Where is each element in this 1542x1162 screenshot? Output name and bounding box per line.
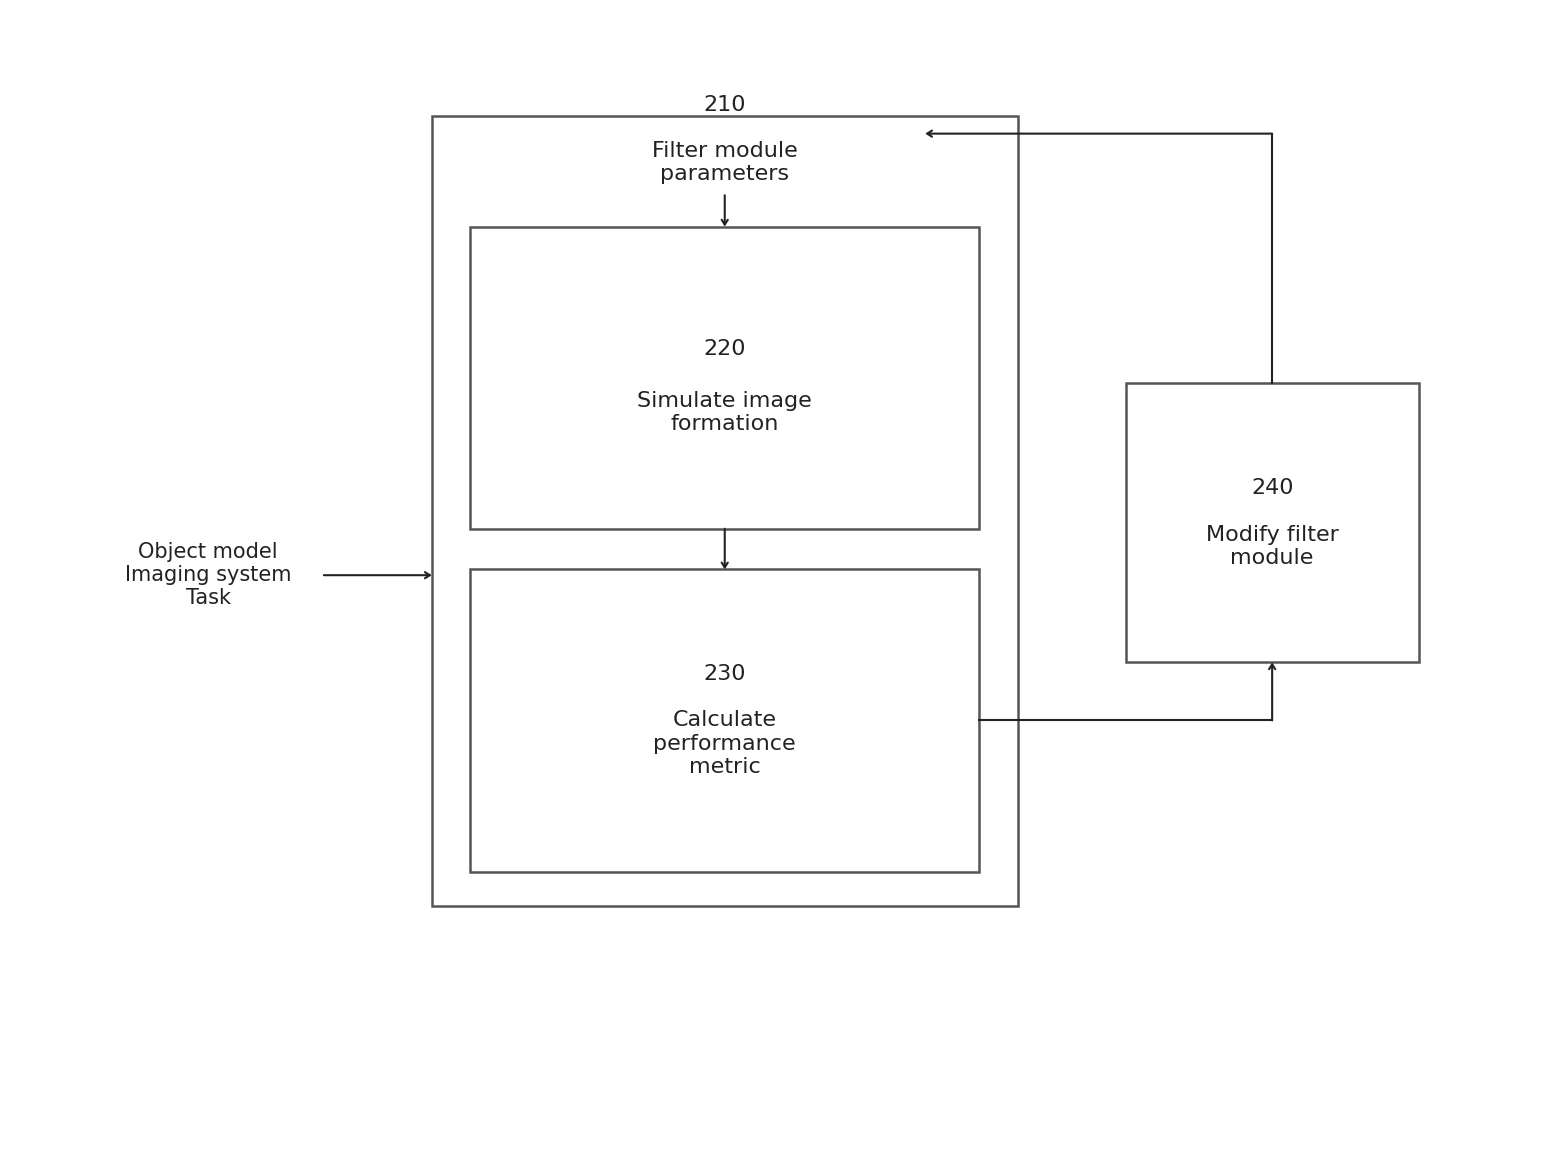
Text: Object model
Imaging system
Task: Object model Imaging system Task [125, 541, 291, 609]
Text: Simulate image
formation: Simulate image formation [637, 390, 813, 435]
Bar [1126, 383, 1419, 662]
Text: Filter module
parameters: Filter module parameters [652, 141, 797, 185]
Bar [432, 116, 1018, 906]
Bar [470, 569, 979, 872]
Bar [470, 227, 979, 529]
Text: 220: 220 [703, 338, 746, 359]
Text: 240: 240 [1251, 478, 1294, 498]
Text: 230: 230 [703, 664, 746, 684]
Text: 210: 210 [703, 94, 746, 115]
Text: Modify filter
module: Modify filter module [1206, 524, 1338, 568]
Text: Calculate
performance
metric: Calculate performance metric [654, 710, 796, 777]
